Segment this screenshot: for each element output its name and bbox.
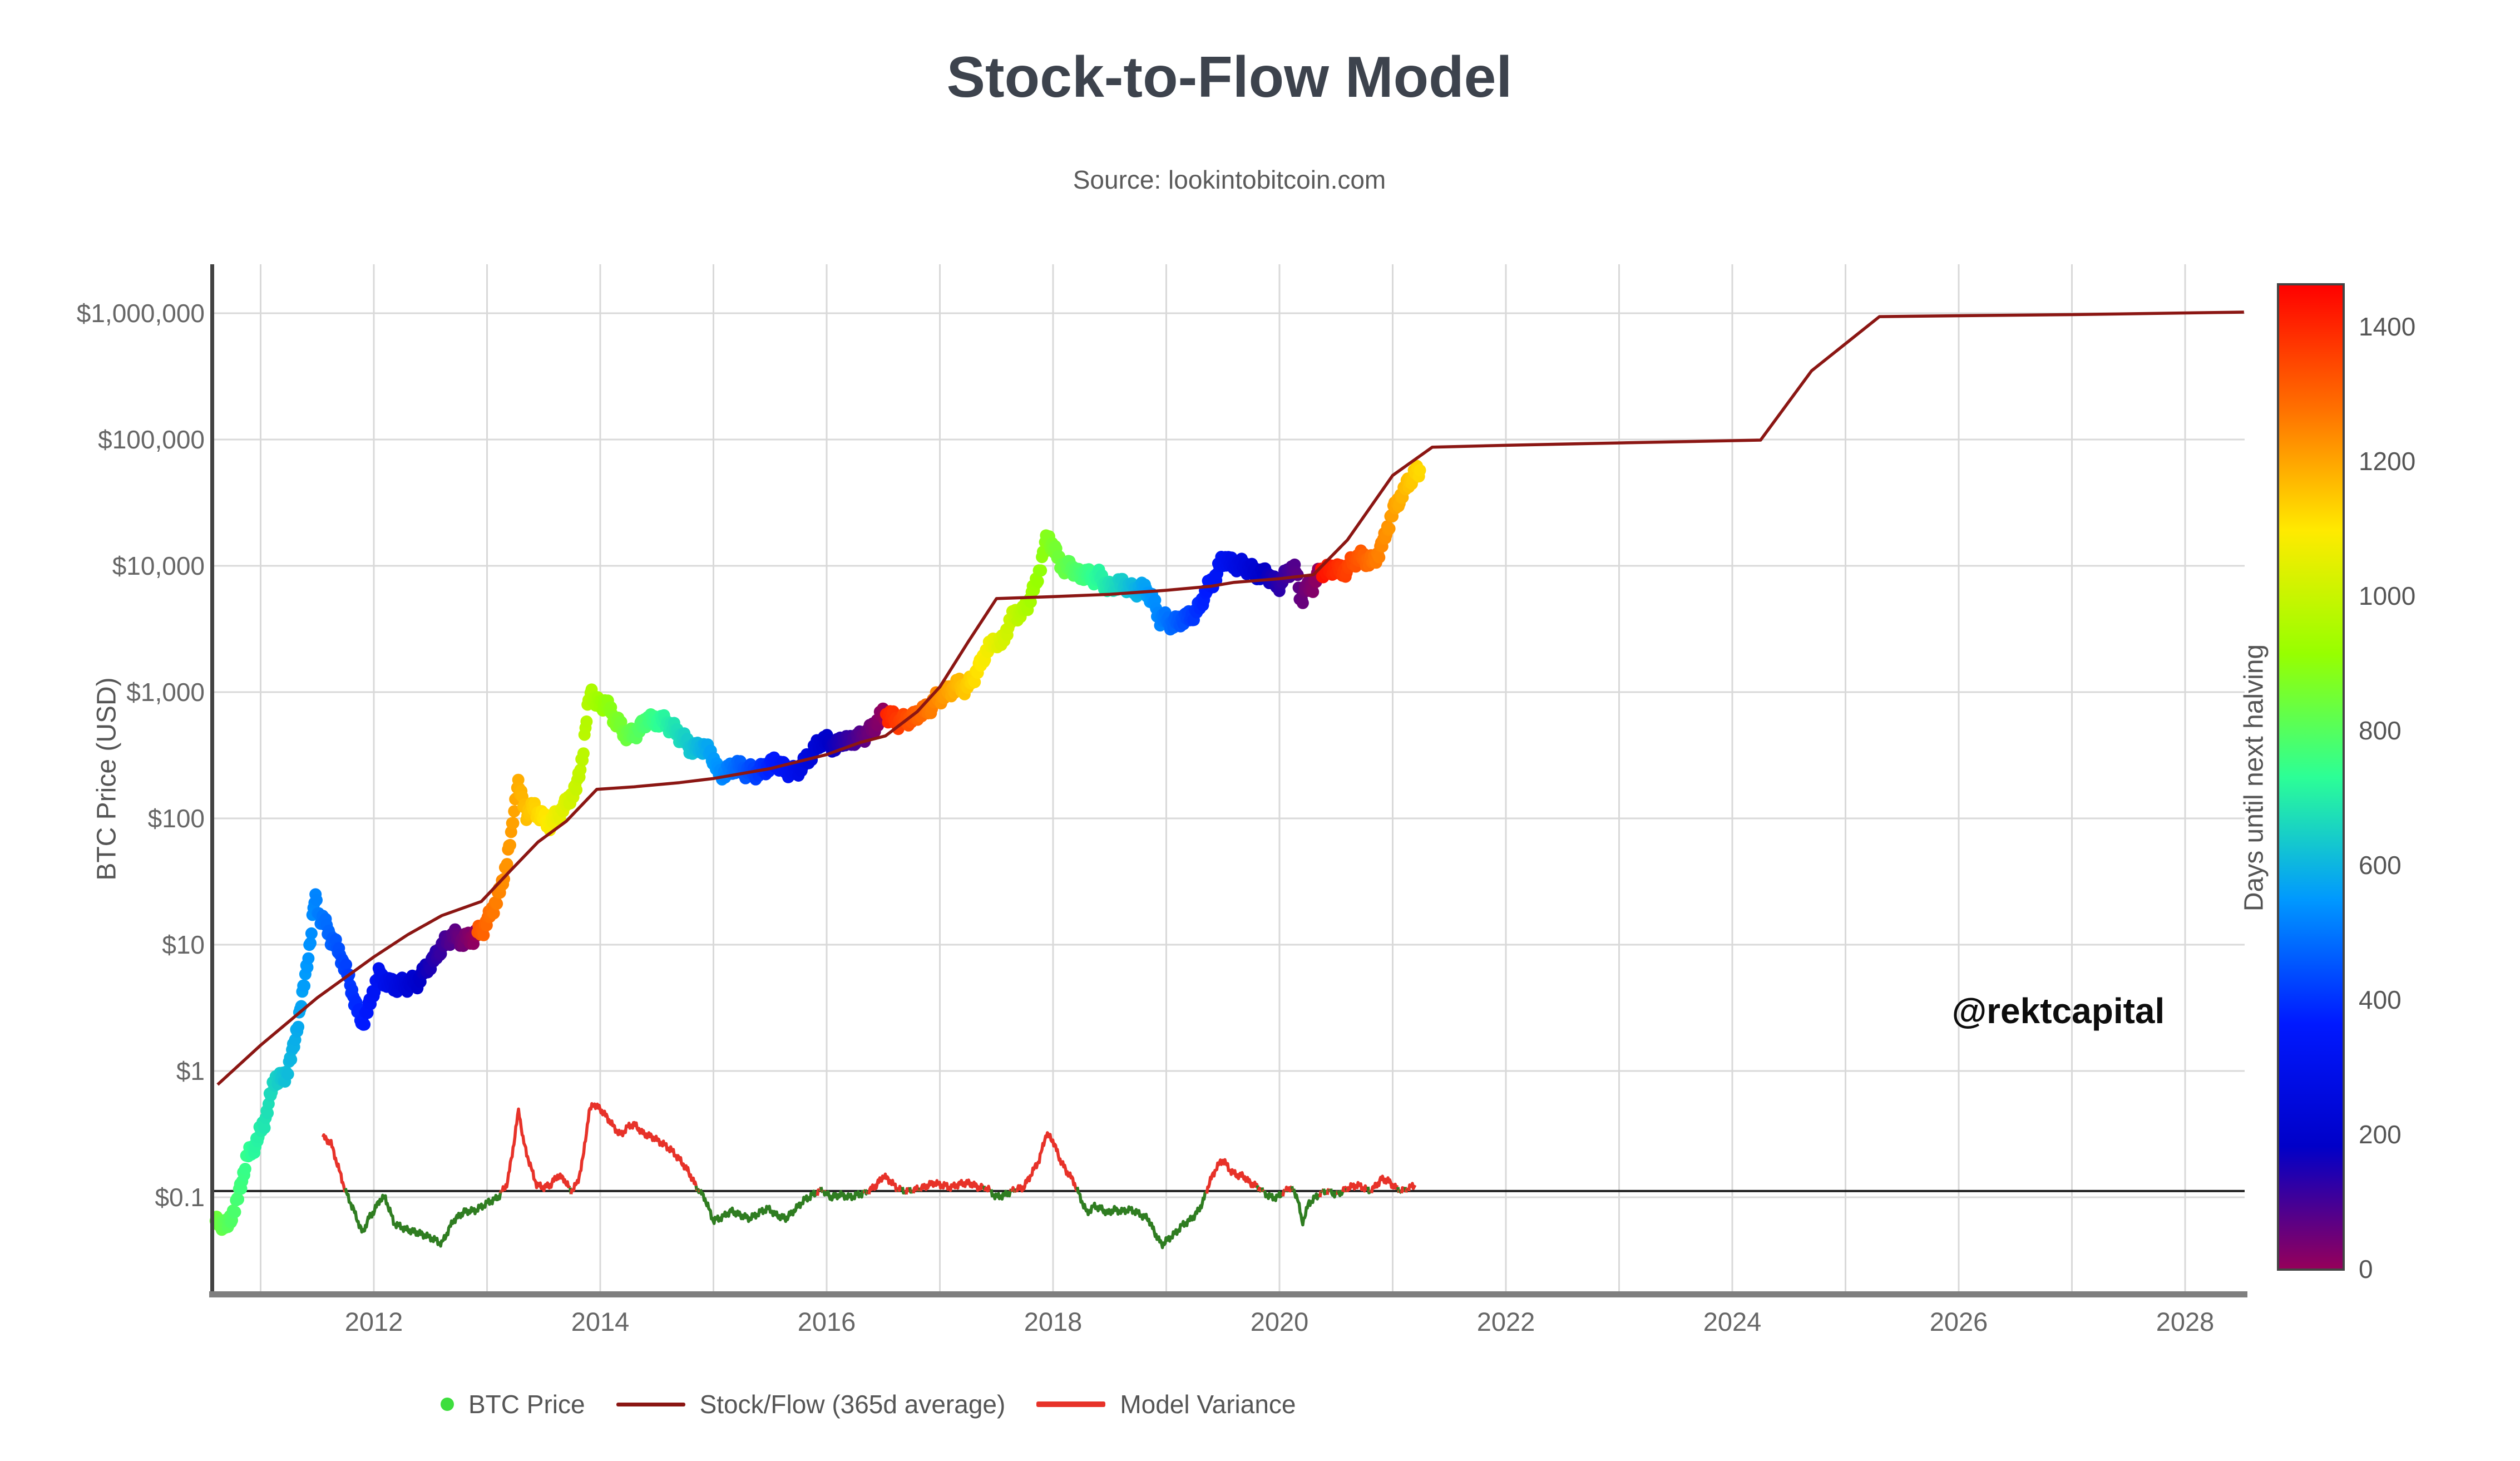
- colorbar-tick-label: 800: [2359, 716, 2402, 745]
- colorbar: 0 200 400 600 800 1000 1200 1400: [2277, 283, 2415, 1284]
- legend-label: Model Variance: [1120, 1390, 1296, 1419]
- y-tick-label: $100,000: [98, 425, 205, 454]
- btc-price-scatter: [209, 460, 1426, 1236]
- x-tick-label: 2016: [798, 1307, 856, 1336]
- x-tick-label: 2028: [2156, 1307, 2215, 1336]
- x-tick-label: 2012: [345, 1307, 403, 1336]
- legend-label: Stock/Flow (365d average): [699, 1390, 1006, 1419]
- colorbar-tick-label: 400: [2359, 985, 2402, 1014]
- x-tick-label: 2018: [1024, 1307, 1083, 1336]
- stock-flow-line-swatch: [616, 1402, 685, 1406]
- x-axis-tick-labels: 2012 2014 2016 2018 2020 2022 2024 2026 2028: [345, 1307, 2215, 1336]
- btc-price-dot-swatch: [441, 1398, 454, 1411]
- legend-label: BTC Price: [468, 1390, 585, 1419]
- y-tick-label: $1,000,000: [77, 299, 205, 328]
- y-tick-label: $10: [162, 930, 205, 959]
- x-tick-label: 2024: [1703, 1307, 1762, 1336]
- axis-lines: [209, 264, 2247, 1297]
- colorbar-tick-label: 600: [2359, 851, 2402, 880]
- legend: BTC Price Stock/Flow (365d average) Mode…: [441, 1386, 1327, 1422]
- y-tick-label: $1,000: [126, 678, 205, 707]
- legend-item-stock-flow[interactable]: Stock/Flow (365d average): [616, 1389, 1006, 1419]
- model-variance-line: [321, 1102, 1417, 1250]
- x-tick-label: 2014: [571, 1307, 630, 1336]
- watermark: @rektcapital: [1951, 991, 2165, 1031]
- legend-item-btc-price[interactable]: BTC Price: [441, 1389, 585, 1419]
- page-title: Stock-to-Flow Model: [946, 45, 1513, 110]
- colorbar-tick-label: 1200: [2359, 447, 2415, 476]
- colorbar-tick-label: 1000: [2359, 581, 2415, 610]
- y-axis-title: BTC Price (USD): [92, 677, 122, 881]
- y-tick-label: $10,000: [112, 551, 205, 580]
- gridlines: [214, 264, 2245, 1294]
- y-tick-label: $0.1: [155, 1183, 205, 1212]
- colorbar-title: Days until next halving: [2239, 644, 2269, 912]
- y-tick-label: $1: [176, 1057, 205, 1085]
- y-axis-tick-labels: $1,000,000 $100,000 $10,000 $1,000 $100 $10 $1…: [77, 299, 205, 1212]
- x-tick-label: 2026: [1930, 1307, 1988, 1336]
- y-tick-label: $100: [148, 804, 205, 833]
- x-tick-label: 2020: [1251, 1307, 1309, 1336]
- model-variance-line-swatch: [1036, 1401, 1106, 1407]
- page-subtitle: Source: lookintobitcoin.com: [1073, 165, 1386, 194]
- x-tick-label: 2022: [1477, 1307, 1535, 1336]
- colorbar-tick-label: 1400: [2359, 312, 2415, 341]
- colorbar-tick-label: 200: [2359, 1120, 2402, 1149]
- stock-flow-line: [216, 310, 2244, 1086]
- legend-item-model-variance[interactable]: Model Variance: [1036, 1389, 1296, 1419]
- colorbar-tick-label: 0: [2359, 1255, 2373, 1284]
